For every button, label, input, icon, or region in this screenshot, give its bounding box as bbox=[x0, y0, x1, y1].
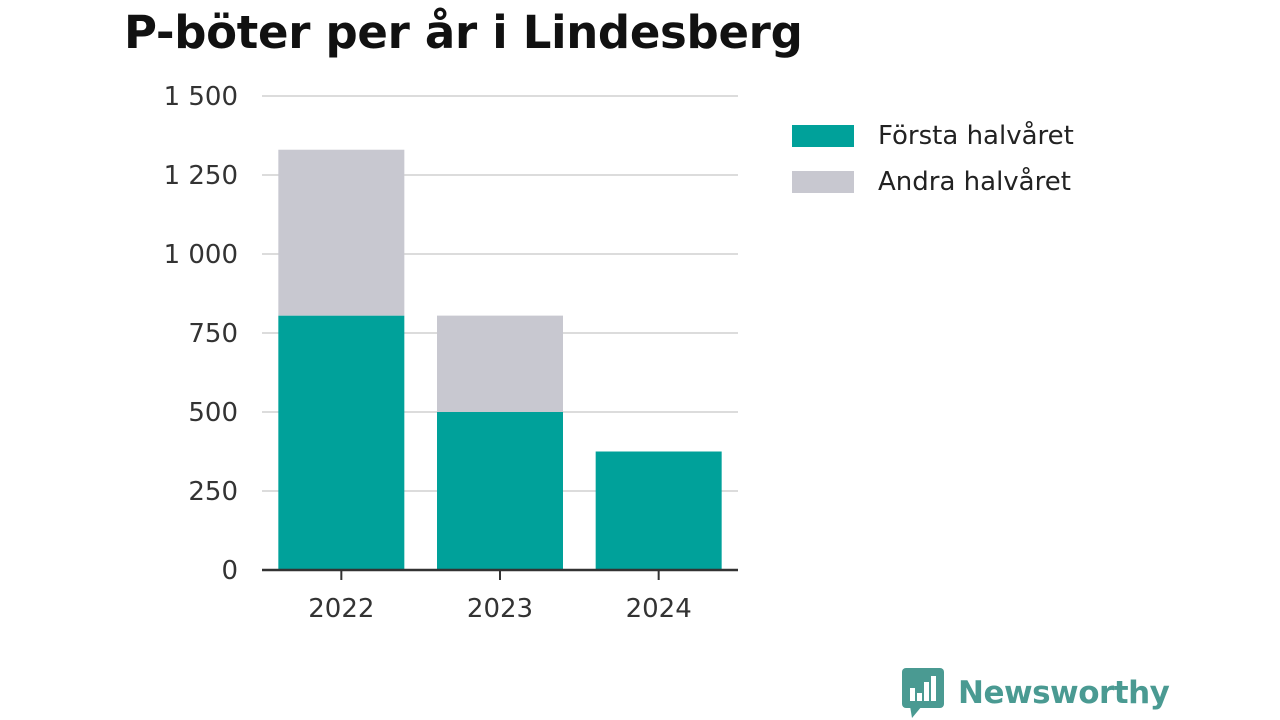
bar-2022-series-1 bbox=[278, 315, 405, 570]
y-tick-label: 500 bbox=[188, 398, 238, 428]
x-tick-label: 2022 bbox=[308, 594, 374, 624]
bar-2022-series-2 bbox=[278, 149, 405, 316]
legend-item-first-half[interactable]: Första halvåret bbox=[792, 113, 1074, 159]
brand-name: Newsworthy bbox=[958, 675, 1170, 711]
x-tick-label: 2023 bbox=[467, 594, 533, 624]
bar-2024-series-1 bbox=[595, 451, 722, 570]
brand: Newsworthy bbox=[902, 668, 1170, 718]
legend-swatch-first-half bbox=[792, 125, 854, 147]
y-tick-label: 1 500 bbox=[164, 82, 238, 112]
y-tick-label: 1 250 bbox=[164, 161, 238, 191]
chart-title: P-böter per år i Lindesberg bbox=[124, 6, 803, 59]
bar-2023-series-2 bbox=[437, 315, 563, 412]
y-tick-label: 0 bbox=[221, 556, 238, 586]
axis-layer: 0 250 500 750 1 000 1 250 1 500 2022 2023 2024 bbox=[164, 82, 738, 624]
newsworthy-logo-icon bbox=[902, 668, 944, 718]
legend-item-second-half[interactable]: Andra halvåret bbox=[792, 159, 1074, 205]
legend: Första halvåret Andra halvåret bbox=[792, 113, 1074, 205]
legend-label-first-half: Första halvåret bbox=[878, 121, 1074, 151]
legend-label-second-half: Andra halvåret bbox=[878, 167, 1071, 197]
bar-layer bbox=[278, 149, 722, 570]
y-tick-label: 750 bbox=[188, 319, 238, 349]
bar-2023-series-1 bbox=[437, 412, 563, 570]
y-tick-label: 1 000 bbox=[164, 240, 238, 270]
legend-swatch-second-half bbox=[792, 171, 854, 193]
x-tick-label: 2024 bbox=[626, 594, 692, 624]
y-tick-label: 250 bbox=[188, 477, 238, 507]
